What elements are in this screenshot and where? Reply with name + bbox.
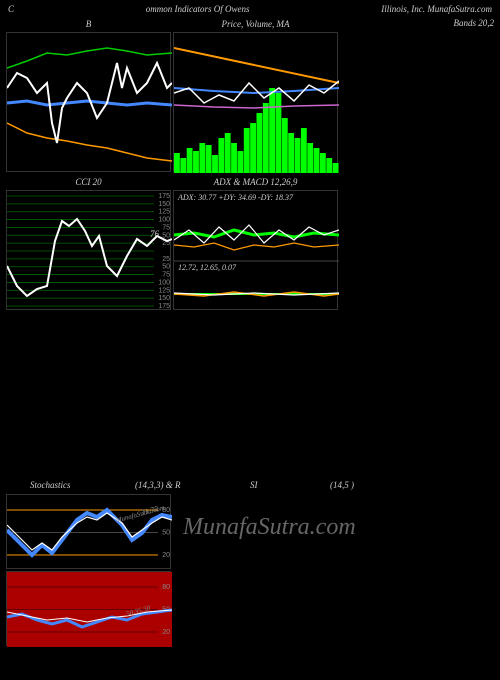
chart-rsi: 805020 — [7, 572, 172, 647]
svg-text:150: 150 — [158, 201, 170, 208]
svg-text:20: 20 — [162, 552, 170, 559]
svg-text:100: 100 — [158, 279, 170, 286]
panel-bollinger: B — [6, 32, 171, 172]
svg-text:75: 75 — [162, 272, 170, 279]
svg-text:76: 76 — [150, 229, 160, 239]
si-params: (14,5 ) — [330, 480, 354, 490]
panel-adx-macd: ADX & MACD 12,26,9 ADX: 30.77 +DY: 34.69… — [173, 190, 338, 310]
macd-values: 12.72, 12.65, 0.07 — [178, 263, 236, 272]
chart-cci: 17515012510075502525507510012515017576 — [7, 191, 172, 311]
panel-price-title: Price, Volume, MA — [222, 19, 290, 29]
svg-text:50: 50 — [162, 264, 170, 271]
chart-b — [7, 33, 172, 173]
chart-adx — [174, 191, 339, 311]
panel-price: Price, Volume, MA — [173, 32, 338, 172]
svg-text:175: 175 — [158, 303, 170, 310]
bands-label: Bands 20,2 — [454, 18, 495, 28]
svg-text:75: 75 — [162, 224, 170, 231]
stoch-title: Stochastics — [30, 480, 71, 490]
svg-text:80: 80 — [162, 584, 170, 591]
stoch-params: (14,3,3) & R — [135, 480, 181, 490]
svg-text:125: 125 — [158, 287, 170, 294]
panel-b-title: B — [86, 19, 92, 29]
page-header: C ommon Indicators Of Owens Illinois, In… — [0, 0, 500, 18]
svg-text:50: 50 — [162, 530, 170, 537]
adx-values: ADX: 30.77 +DY: 34.69 -DY: 18.37 — [178, 193, 293, 202]
panel-adx-title: ADX & MACD 12,26,9 — [214, 177, 298, 187]
header-left: C — [8, 4, 14, 14]
svg-text:175: 175 — [158, 193, 170, 200]
header-right: Illinois, Inc. MunafaSutra.com — [381, 4, 492, 14]
svg-text:125: 125 — [158, 209, 170, 216]
svg-text:150: 150 — [158, 295, 170, 302]
svg-text:25: 25 — [162, 256, 170, 263]
svg-text:20: 20 — [162, 629, 170, 636]
watermark-large: MunafaSutra.com — [183, 514, 356, 541]
svg-text:100: 100 — [158, 217, 170, 224]
chart-stochastics: 80 50 20 71.72 — [7, 495, 172, 570]
header-center: ommon Indicators Of Owens — [146, 4, 250, 14]
panel-cci-title: CCI 20 — [75, 177, 101, 187]
chart-price — [174, 33, 339, 173]
svg-text:71.72: 71.72 — [141, 506, 160, 517]
panel-cci: CCI 20 175150125100755025255075100125150… — [6, 190, 171, 310]
svg-text:80: 80 — [162, 507, 170, 514]
si-title: SI — [250, 480, 258, 490]
panel-stochastics: 80502071.72 MunafaSutra.com — [6, 494, 171, 569]
panel-rsi: 805020 50.35.50 — [6, 571, 171, 646]
